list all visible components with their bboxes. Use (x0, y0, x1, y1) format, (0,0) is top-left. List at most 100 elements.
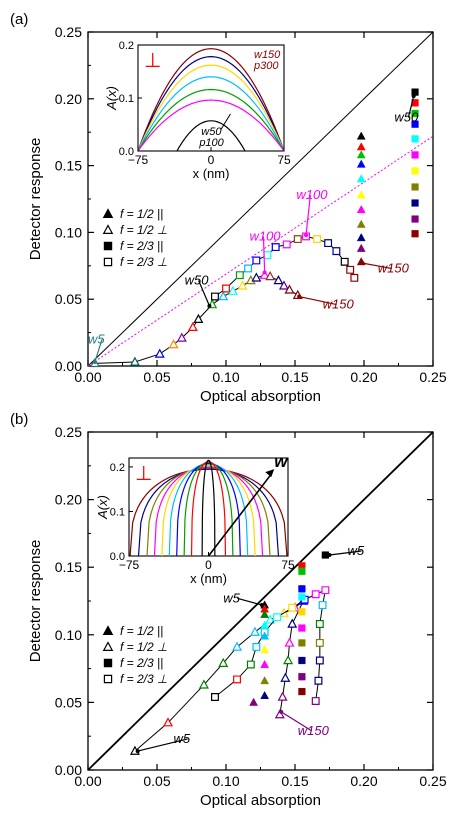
data-point (340, 257, 349, 266)
y-tick-label: 0.10 (55, 224, 82, 240)
data-point (222, 284, 230, 293)
legend-label: f = 2/3 || (120, 239, 163, 253)
data-point (237, 280, 248, 290)
data-point (356, 150, 366, 159)
data-point (346, 265, 355, 274)
annotation-label: w150 (298, 723, 330, 738)
data-point (315, 638, 324, 647)
inset-y-tick-label: 0.0 (119, 146, 134, 158)
legend-marker (102, 625, 114, 635)
inset-annotation: w50 (201, 126, 222, 138)
data-point (311, 590, 320, 599)
data-point (321, 586, 330, 595)
x-tick-label: 0.00 (74, 369, 101, 385)
legend-marker (102, 224, 114, 234)
data-point (277, 691, 288, 701)
inset: −75 0 75 0.0 0.1 0.2 x (nm) A(x) ⊥ w (95, 452, 295, 586)
annotation-arrow (407, 95, 415, 118)
inset-curve (168, 463, 249, 557)
inset-w-arrowhead (265, 469, 275, 478)
legend-label: f = 1/2 ⊥ (120, 640, 167, 654)
y-tick-label: 0.20 (55, 91, 82, 107)
data-point (350, 273, 359, 282)
data-point (298, 656, 306, 665)
y-tick-label: 0.05 (55, 291, 82, 307)
inset-y-tick-label: 0.1 (119, 93, 134, 105)
data-point (411, 183, 419, 191)
data-point (411, 167, 419, 175)
data-point (260, 609, 270, 618)
y-tick-label: 0.00 (55, 762, 82, 778)
data-point (246, 660, 255, 669)
y-tick-label: 0.25 (55, 24, 82, 40)
y-tick-label: 0.20 (55, 492, 82, 508)
series-line (214, 589, 327, 702)
guide-line (87, 135, 434, 367)
data-point (411, 88, 419, 96)
y-tick-label: 0.05 (55, 694, 82, 710)
inset-x-tick-label: −75 (119, 558, 140, 572)
annotation-label: w5 (174, 731, 191, 746)
legend-label: f = 1/2 || (120, 624, 163, 638)
annotation-arrow (362, 262, 392, 270)
inset-x-tick-label: 75 (281, 558, 295, 572)
annotation-arrow (299, 295, 337, 306)
data-point (298, 608, 306, 616)
legend-label: f = 1/2 || (120, 207, 163, 221)
data-point (168, 339, 179, 349)
data-point (273, 613, 282, 622)
annotation-label: w5 (347, 543, 364, 558)
x-tick-label: 0.10 (212, 369, 239, 385)
annotation-label: w5 (223, 590, 240, 605)
data-point (318, 601, 327, 610)
data-point (252, 643, 261, 651)
inset-y-tick-label: 0.2 (110, 462, 125, 474)
data-point (283, 655, 294, 665)
y-tick-label: 0.10 (55, 627, 82, 643)
x-tick-label: 0.00 (74, 773, 101, 789)
data-point (227, 285, 238, 295)
annotation-label: w150 (378, 260, 410, 275)
inset-x-tick-label: 0 (205, 558, 212, 572)
data-point (260, 676, 270, 685)
data-point (163, 717, 174, 727)
inset-curve (137, 48, 285, 152)
annotation-arrow (305, 194, 311, 236)
data-point (271, 243, 280, 252)
inset-y-axis-label: A(x) (95, 495, 110, 520)
inset-curve (161, 464, 256, 557)
inset-curve (137, 56, 285, 152)
annotation-arrow (262, 236, 266, 273)
data-point (324, 239, 333, 248)
legend-marker (103, 241, 113, 251)
inset-y-tick-label: 0.1 (110, 506, 125, 518)
inset-curve (137, 88, 285, 152)
y-axis-label: Detector response (27, 540, 44, 663)
inset-polarization-label: ⊥ (144, 50, 161, 72)
data-point (356, 233, 366, 242)
annotation-arrowhead (207, 303, 212, 308)
data-point (298, 593, 306, 601)
data-point (282, 240, 291, 249)
annotation-arrow (280, 711, 313, 732)
data-point (284, 284, 295, 294)
annotation-label: w100 (249, 228, 281, 243)
panel-label: (a) (10, 11, 28, 28)
data-point (280, 672, 291, 682)
data-point (260, 620, 270, 629)
data-point (129, 356, 140, 366)
data-point (411, 151, 419, 159)
data-point (298, 624, 306, 632)
annotation-arrowhead (360, 261, 365, 266)
annotation-arrowhead (304, 233, 309, 238)
data-point (356, 204, 366, 214)
inset-annotation: p100 (198, 137, 224, 149)
x-tick-label: 0.15 (281, 369, 308, 385)
data-point (244, 264, 253, 273)
data-point (314, 676, 323, 685)
data-point (260, 690, 270, 700)
legend-label: f = 2/3 || (120, 656, 163, 670)
data-point (260, 659, 270, 668)
inset-curve (153, 466, 264, 557)
data-point (332, 247, 341, 256)
